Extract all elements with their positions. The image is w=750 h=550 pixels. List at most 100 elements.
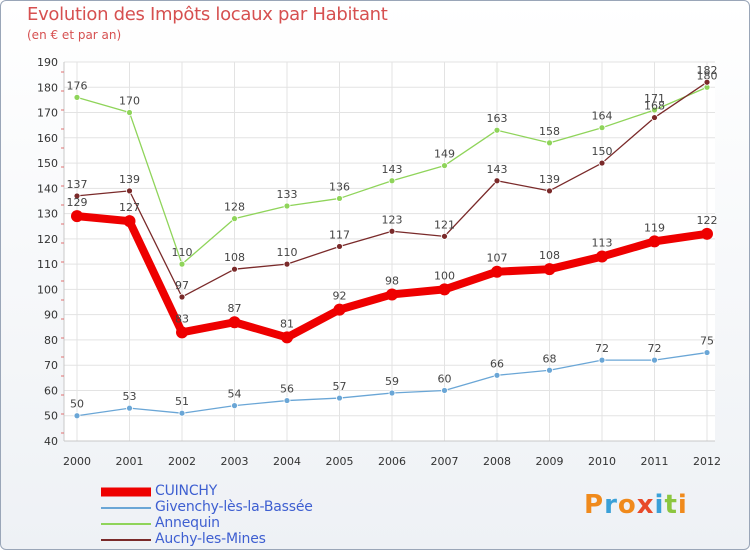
data-point-annequin xyxy=(388,177,396,185)
data-point-auchy-les-mines xyxy=(546,187,553,195)
legend-label-givenchy: Givenchy-lès-la-Bassée xyxy=(155,499,313,515)
x-tick-label: 2001 xyxy=(116,455,144,468)
y-tick-label: 160 xyxy=(37,132,58,145)
x-tick-label: 2010 xyxy=(588,455,616,468)
data-label-annequin: 180 xyxy=(697,69,718,82)
data-label-annequin: 164 xyxy=(592,110,613,123)
data-label-annequin: 158 xyxy=(539,125,560,138)
data-point-auchy-les-mines xyxy=(493,177,501,185)
data-label-auchy-les-mines: 150 xyxy=(592,145,613,158)
data-point-annequin xyxy=(178,260,186,268)
data-point-auchy-les-mines xyxy=(651,114,658,121)
data-label-givenchy-l-s-la-bass-e: 68 xyxy=(543,352,557,365)
data-label-givenchy-l-s-la-bass-e: 57 xyxy=(333,380,347,393)
x-tick-label: 2006 xyxy=(378,455,406,468)
y-tick-label: 120 xyxy=(37,233,58,246)
proxiti-logo-letter: P xyxy=(584,490,605,520)
data-label-auchy-les-mines: 139 xyxy=(539,173,560,186)
x-tick-label: 2002 xyxy=(168,455,196,468)
data-label-cuinchy: 98 xyxy=(385,274,399,287)
proxiti-logo-letter: o xyxy=(617,490,637,520)
y-tick-label: 100 xyxy=(37,283,58,296)
data-point-givenchy-l-s-la-bass-e xyxy=(441,387,448,394)
data-point-givenchy-l-s-la-bass-e xyxy=(651,356,658,364)
data-point-cuinchy xyxy=(438,283,451,296)
x-tick-label: 2000 xyxy=(63,455,91,468)
data-point-auchy-les-mines xyxy=(73,192,81,200)
data-label-auchy-les-mines: 123 xyxy=(382,213,403,226)
data-label-cuinchy: 87 xyxy=(228,302,242,315)
data-label-annequin: 163 xyxy=(487,112,508,125)
data-point-auchy-les-mines xyxy=(178,293,186,301)
data-point-auchy-les-mines xyxy=(441,232,448,240)
data-point-givenchy-l-s-la-bass-e xyxy=(388,389,396,397)
data-point-givenchy-l-s-la-bass-e xyxy=(598,356,606,364)
data-label-cuinchy: 113 xyxy=(592,237,613,250)
data-label-cuinchy: 119 xyxy=(644,221,665,234)
y-tick-label: 90 xyxy=(44,309,58,322)
y-tick-label: 190 xyxy=(37,56,58,69)
data-point-annequin xyxy=(546,139,553,147)
data-label-auchy-les-mines: 139 xyxy=(119,173,140,186)
x-tick-label: 2004 xyxy=(273,455,301,468)
data-label-cuinchy: 107 xyxy=(487,252,508,265)
data-label-givenchy-l-s-la-bass-e: 60 xyxy=(438,372,452,385)
x-tick-label: 2012 xyxy=(693,455,721,468)
data-label-annequin: 143 xyxy=(382,163,403,176)
data-label-annequin: 149 xyxy=(434,148,455,161)
x-tick-label: 2009 xyxy=(536,455,564,468)
data-label-givenchy-l-s-la-bass-e: 53 xyxy=(123,390,137,403)
proxiti-logo-letter: r xyxy=(604,490,618,520)
proxiti-logo-letter: i xyxy=(654,490,665,520)
y-tick-label: 140 xyxy=(37,182,58,195)
x-tick-label: 2008 xyxy=(483,455,511,468)
proxiti-logo: Proxiti xyxy=(584,490,688,520)
data-point-cuinchy xyxy=(491,265,503,278)
data-label-auchy-les-mines: 117 xyxy=(329,228,350,241)
data-point-annequin xyxy=(231,215,238,223)
data-point-cuinchy xyxy=(648,235,661,248)
data-point-annequin xyxy=(283,202,291,210)
x-tick-label: 2003 xyxy=(221,455,249,468)
data-point-annequin xyxy=(493,126,501,134)
data-label-annequin: 170 xyxy=(119,95,140,108)
data-point-auchy-les-mines xyxy=(336,243,343,250)
data-point-cuinchy xyxy=(176,326,188,339)
data-label-givenchy-l-s-la-bass-e: 72 xyxy=(648,342,662,355)
data-label-auchy-les-mines: 121 xyxy=(434,218,455,231)
x-tick-label: 2007 xyxy=(431,455,459,468)
data-point-annequin xyxy=(73,93,81,101)
data-label-cuinchy: 81 xyxy=(280,317,294,330)
y-tick-label: 80 xyxy=(44,334,58,347)
proxiti-logo-letter: x xyxy=(636,490,655,520)
data-label-annequin: 176 xyxy=(67,79,88,92)
legend-label-annequin: Annequin xyxy=(155,515,220,531)
data-label-annequin: 128 xyxy=(224,201,245,214)
data-label-auchy-les-mines: 110 xyxy=(277,246,298,259)
data-label-cuinchy: 127 xyxy=(119,201,140,214)
data-point-auchy-les-mines xyxy=(231,265,238,273)
y-tick-label: 180 xyxy=(37,81,58,94)
data-label-auchy-les-mines: 97 xyxy=(175,279,189,292)
data-point-cuinchy xyxy=(281,331,293,344)
data-label-annequin: 136 xyxy=(329,180,350,193)
data-label-auchy-les-mines: 137 xyxy=(67,178,88,191)
data-label-cuinchy: 108 xyxy=(539,249,560,262)
data-label-auchy-les-mines: 182 xyxy=(697,64,718,77)
data-label-cuinchy: 129 xyxy=(67,196,88,209)
chart-title: Evolution des Impôts locaux par Habitant xyxy=(27,4,388,25)
y-tick-label: 130 xyxy=(37,208,58,221)
y-tick-label: 70 xyxy=(44,359,58,372)
data-point-cuinchy xyxy=(228,316,241,329)
y-tick-label: 50 xyxy=(44,410,58,423)
y-tick-label: 60 xyxy=(44,384,58,397)
data-point-givenchy-l-s-la-bass-e xyxy=(126,404,133,412)
data-label-auchy-les-mines: 108 xyxy=(224,251,245,264)
data-point-annequin xyxy=(336,195,343,202)
legend-label-cuinchy: CUINCHY xyxy=(155,483,218,499)
proxiti-logo-letter: i xyxy=(677,490,688,520)
data-label-givenchy-l-s-la-bass-e: 66 xyxy=(490,357,504,370)
legend-label-auchy: Auchy-les-Mines xyxy=(155,531,266,547)
